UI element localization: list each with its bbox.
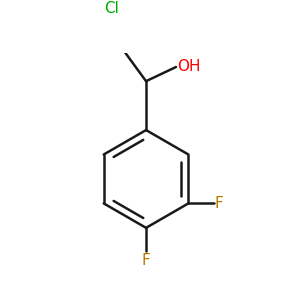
Text: Cl: Cl (104, 1, 119, 16)
Text: F: F (214, 196, 223, 211)
Text: F: F (142, 253, 150, 268)
Text: OH: OH (178, 59, 201, 74)
